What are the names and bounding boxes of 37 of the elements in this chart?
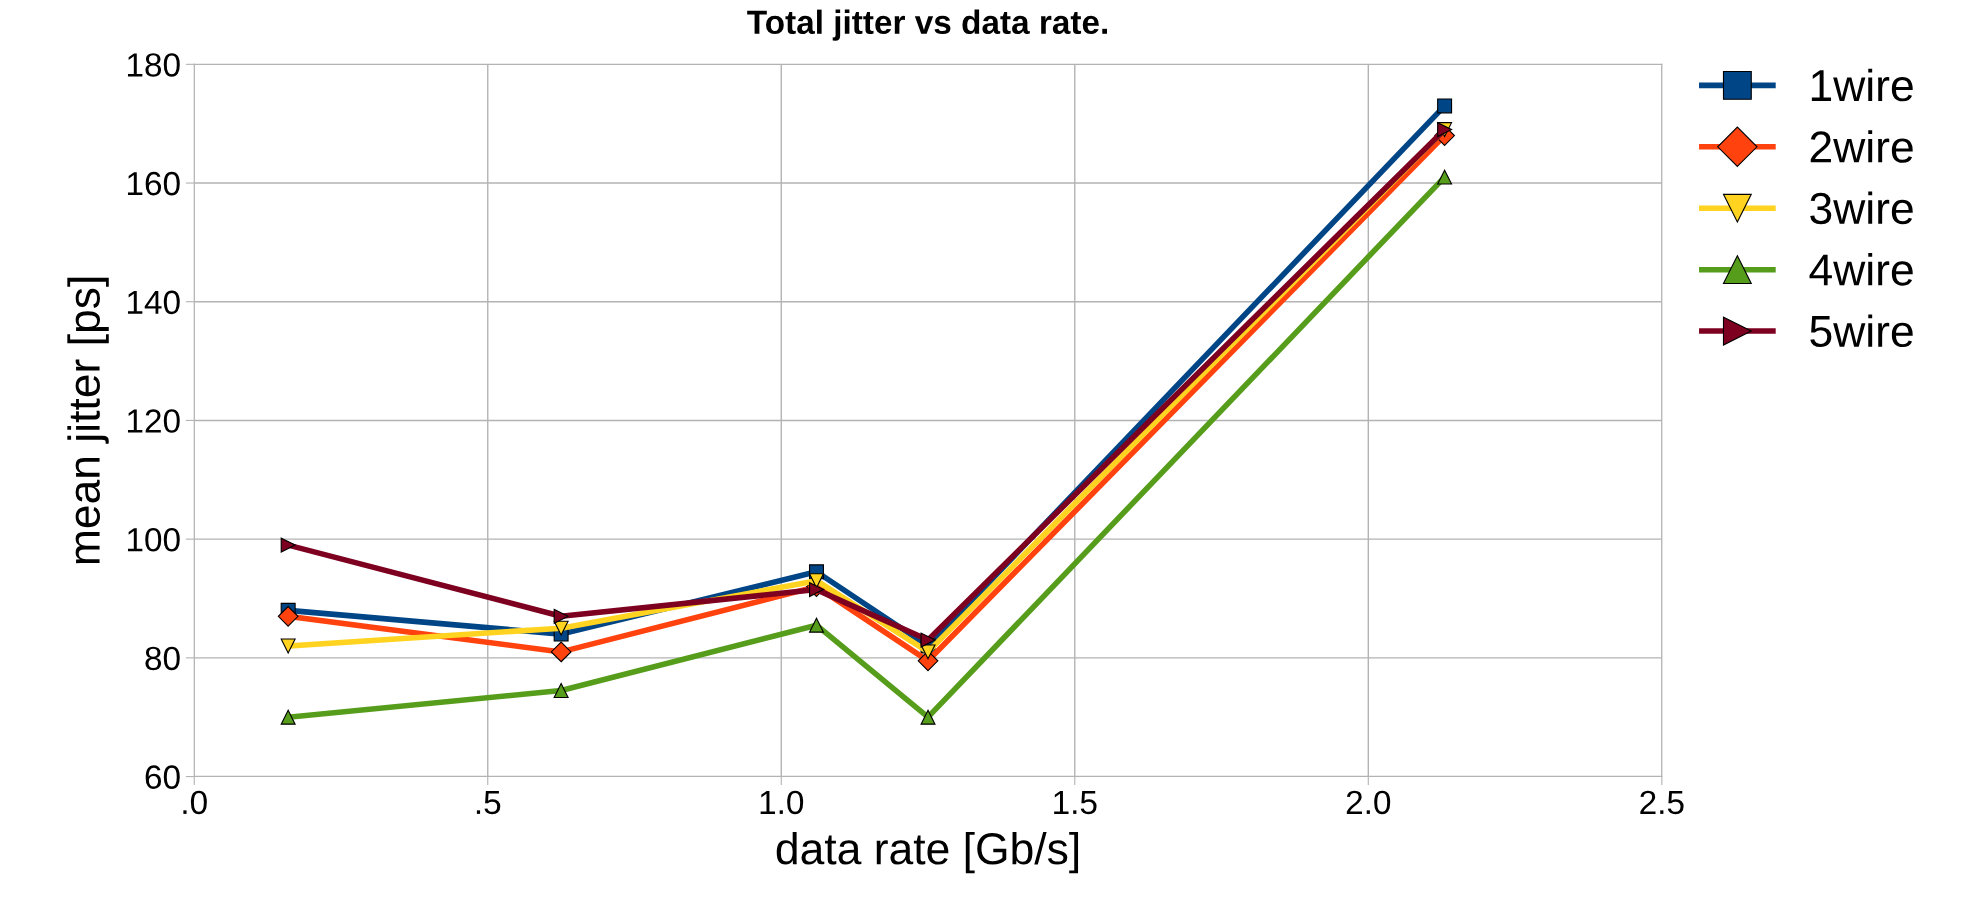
point bbox=[808, 582, 824, 598]
point bbox=[550, 641, 572, 663]
x-tick-label: 1.5 bbox=[1054, 790, 1097, 815]
x-tick-label: 1.0 bbox=[760, 790, 804, 815]
point bbox=[1437, 98, 1453, 114]
point bbox=[280, 537, 296, 553]
point bbox=[277, 605, 299, 627]
point bbox=[808, 617, 824, 633]
x-tick-label: 2.5 bbox=[1640, 790, 1684, 815]
chart-title: Total jitter vs data rate. bbox=[747, 9, 1107, 41]
point bbox=[920, 644, 936, 660]
point bbox=[280, 638, 296, 654]
x-tick-label: 2.0 bbox=[1346, 790, 1391, 815]
point bbox=[920, 709, 936, 725]
point bbox=[553, 608, 569, 624]
y-axis-title: mean jitter [ps] bbox=[67, 277, 109, 564]
legend-label: 2wire bbox=[1810, 130, 1913, 163]
y-tick-label: 100 bbox=[127, 527, 180, 552]
x-tick-label: .0 bbox=[183, 790, 207, 815]
point bbox=[1437, 169, 1453, 185]
x-axis-title: data rate [Gb/s] bbox=[776, 831, 1079, 874]
legend-label: 1wire bbox=[1811, 68, 1913, 102]
legend-label: 4wire bbox=[1809, 253, 1913, 286]
point bbox=[553, 682, 569, 698]
point bbox=[280, 709, 296, 725]
y-tick-label: 160 bbox=[127, 171, 180, 196]
y-tick-label: 60 bbox=[145, 765, 180, 789]
y-tick-label: 120 bbox=[127, 409, 180, 433]
y-tick-label: 180 bbox=[127, 53, 180, 77]
legend-label: 5wire bbox=[1810, 314, 1913, 348]
point bbox=[553, 620, 569, 636]
point bbox=[920, 632, 936, 648]
legend-label: 3wire bbox=[1810, 191, 1913, 225]
point bbox=[808, 573, 824, 589]
x-tick-label: .5 bbox=[476, 790, 501, 815]
y-tick-label: 140 bbox=[127, 290, 180, 315]
y-tick-label: 80 bbox=[145, 646, 180, 671]
